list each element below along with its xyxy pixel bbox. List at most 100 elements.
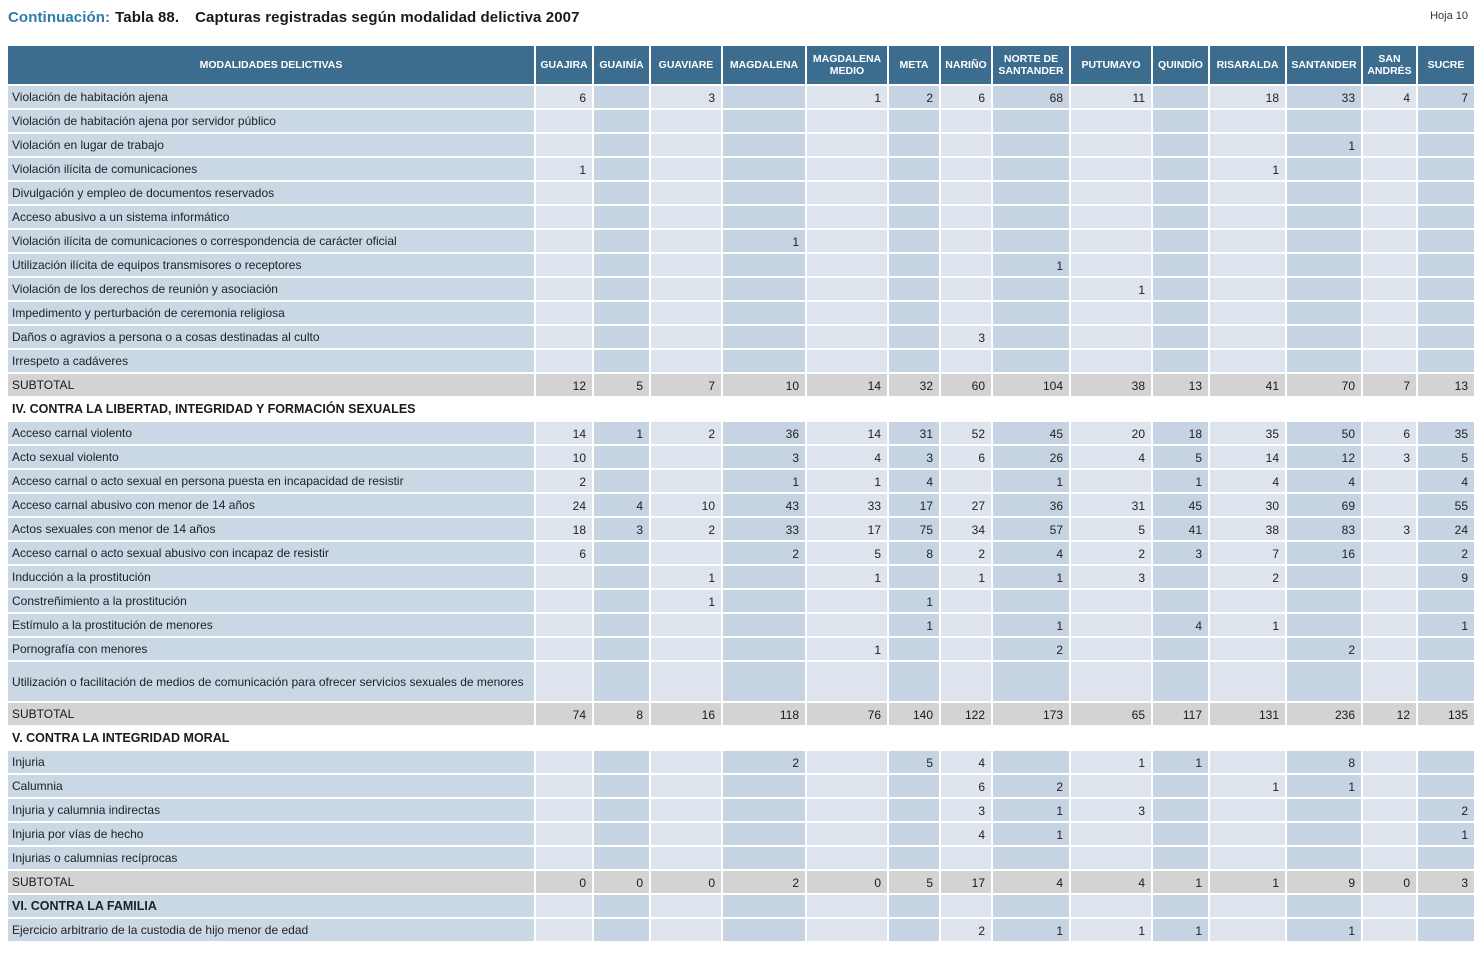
- data-cell: [1418, 110, 1474, 132]
- data-cell: 3: [1363, 446, 1416, 468]
- data-cell: [1287, 799, 1361, 821]
- section-title: VI. CONTRA LA FAMILIA: [8, 895, 534, 917]
- section-header-row: V. CONTRA LA INTEGRIDAD MORAL: [8, 727, 1478, 749]
- data-cell: 3: [1153, 542, 1208, 564]
- data-cell: 31: [1071, 494, 1151, 516]
- data-cell: [1418, 302, 1474, 324]
- data-cell: [889, 206, 939, 228]
- data-cell: [807, 919, 887, 941]
- data-cell: [536, 566, 592, 588]
- data-cell: 31: [889, 422, 939, 444]
- data-cell: 74: [536, 703, 592, 725]
- data-cell: 4: [1363, 86, 1416, 108]
- row-label: Irrespeto a cadáveres: [8, 350, 534, 372]
- data-cell: [1418, 775, 1474, 797]
- data-cell: [651, 326, 721, 348]
- data-cell: 7: [1363, 374, 1416, 396]
- data-cell: [941, 302, 991, 324]
- data-cell: 2: [1210, 566, 1285, 588]
- data-cell: 3: [723, 446, 805, 468]
- data-cell: [1071, 895, 1151, 917]
- data-cell: 8: [889, 542, 939, 564]
- data-cell: [651, 470, 721, 492]
- data-cell: [1363, 326, 1416, 348]
- data-cell: [1071, 775, 1151, 797]
- data-cell: 30: [1210, 494, 1285, 516]
- data-cell: 17: [941, 871, 991, 893]
- data-cell: [594, 302, 649, 324]
- data-cell: [807, 895, 887, 917]
- data-cell: [651, 446, 721, 468]
- data-cell: [723, 350, 805, 372]
- data-cell: [889, 110, 939, 132]
- data-cell: [651, 823, 721, 845]
- data-cell: [1071, 823, 1151, 845]
- data-cell: [1418, 326, 1474, 348]
- table-header-row: MODALIDADES DELICTIVAS GUAJIRA GUAINÍA GUAV…: [8, 46, 1478, 84]
- data-cell: [807, 614, 887, 636]
- data-cell: [651, 614, 721, 636]
- column-header: QUINDÍO: [1153, 46, 1208, 84]
- data-cell: [941, 895, 991, 917]
- data-cell: [889, 847, 939, 869]
- data-cell: [993, 350, 1069, 372]
- data-cell: [723, 158, 805, 180]
- subtotal-row: SUBTOTAL 74 8 16 118 76 140 122 173 65 117 131 236 12…: [8, 703, 1478, 725]
- data-cell: 36: [723, 422, 805, 444]
- sheet-number-label: Hoja 10: [1430, 10, 1468, 22]
- data-cell: 4: [1071, 871, 1151, 893]
- data-cell: [651, 751, 721, 773]
- data-cell: [1210, 110, 1285, 132]
- data-cell: 4: [993, 871, 1069, 893]
- data-cell: 24: [536, 494, 592, 516]
- data-cell: 5: [1153, 446, 1208, 468]
- row-label: Violación de habitación ajena: [8, 86, 534, 108]
- data-cell: 10: [723, 374, 805, 396]
- data-cell: [807, 775, 887, 797]
- data-cell: 4: [941, 751, 991, 773]
- data-cell: [723, 895, 805, 917]
- data-cell: [651, 895, 721, 917]
- data-cell: 75: [889, 518, 939, 540]
- table-row: Violación ilícita de comunicaciones 1 1: [8, 158, 1478, 180]
- data-cell: [807, 350, 887, 372]
- data-cell: 6: [536, 86, 592, 108]
- table-row: Acceso carnal violento 14 1 2 36 14 31 52 45 20 18…: [8, 422, 1478, 444]
- data-cell: 65: [1071, 703, 1151, 725]
- data-cell: [536, 110, 592, 132]
- data-cell: 4: [1287, 470, 1361, 492]
- data-cell: 0: [807, 871, 887, 893]
- data-cell: 7: [1418, 86, 1474, 108]
- data-cell: [889, 895, 939, 917]
- data-cell: 1: [993, 614, 1069, 636]
- data-cell: [594, 446, 649, 468]
- row-label: Inducción a la prostitución: [8, 566, 534, 588]
- data-cell: [1210, 230, 1285, 252]
- data-cell: [1363, 278, 1416, 300]
- data-cell: 6: [536, 542, 592, 564]
- data-cell: [594, 823, 649, 845]
- data-cell: 5: [1071, 518, 1151, 540]
- table-row: Violación en lugar de trabajo 1: [8, 134, 1478, 156]
- data-cell: 2: [889, 86, 939, 108]
- data-cell: 2: [941, 919, 991, 941]
- data-cell: 6: [941, 775, 991, 797]
- data-cell: [594, 326, 649, 348]
- data-cell: 5: [1418, 446, 1474, 468]
- data-cell: [1071, 158, 1151, 180]
- column-header: NARIÑO: [941, 46, 991, 84]
- data-cell: 18: [1210, 86, 1285, 108]
- data-cell: 8: [1287, 751, 1361, 773]
- data-cell: [807, 230, 887, 252]
- data-cell: 4: [941, 823, 991, 845]
- data-cell: 1: [1071, 751, 1151, 773]
- data-cell: [993, 751, 1069, 773]
- data-cell: [723, 799, 805, 821]
- column-header: RISARALDA: [1210, 46, 1285, 84]
- data-cell: [723, 302, 805, 324]
- data-cell: 8: [594, 703, 649, 725]
- data-cell: [594, 895, 649, 917]
- data-cell: [1363, 470, 1416, 492]
- table-row: Injuria y calumnia indirectas 3 1 3 2: [8, 799, 1478, 821]
- data-cell: [1071, 182, 1151, 204]
